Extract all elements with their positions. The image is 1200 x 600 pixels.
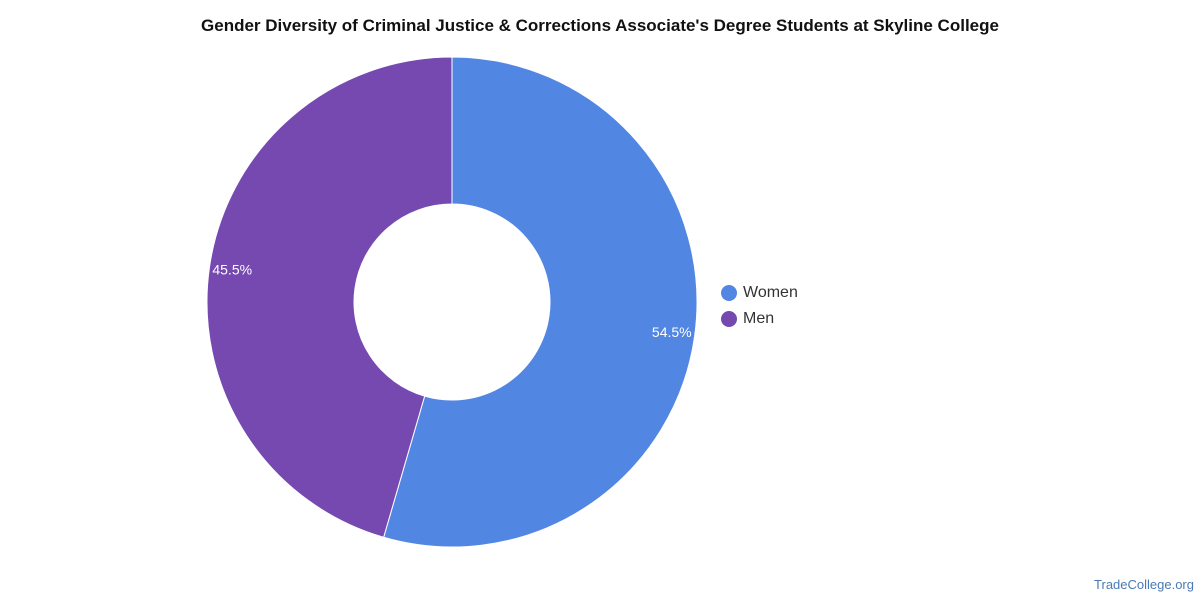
legend-item-men[interactable]: Men	[721, 306, 798, 332]
chart-legend: Women Men	[721, 280, 798, 332]
data-label-men: 45.5%	[212, 261, 252, 277]
legend-swatch-women	[721, 285, 737, 301]
legend-item-women[interactable]: Women	[721, 280, 798, 306]
legend-label-men: Men	[743, 310, 775, 327]
legend-label-women: Women	[743, 284, 798, 301]
slice-women[interactable]	[383, 56, 698, 548]
chart-title: Gender Diversity of Criminal Justice & C…	[201, 16, 999, 35]
watermark-link[interactable]: TradeCollege.org	[1094, 577, 1194, 592]
slice-men[interactable]	[206, 56, 453, 538]
data-label-women: 54.5%	[652, 324, 692, 340]
legend-swatch-men	[721, 311, 737, 327]
